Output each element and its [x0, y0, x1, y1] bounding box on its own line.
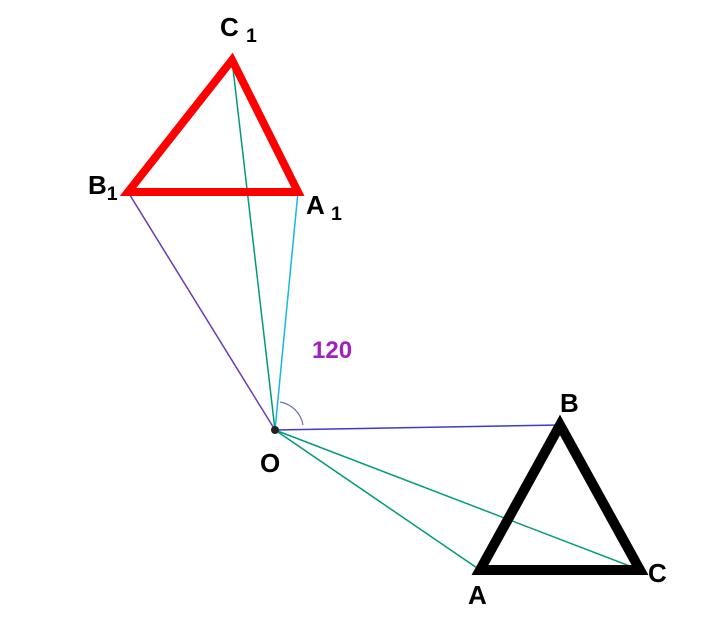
- angle-label: 120: [312, 337, 352, 364]
- label-A1: A 1: [306, 190, 342, 221]
- label-B: B: [560, 388, 579, 419]
- label-C1-text: C: [220, 12, 246, 42]
- label-C: C: [648, 558, 667, 589]
- ray-O-B1: [128, 192, 275, 430]
- label-C-text: C: [648, 558, 667, 588]
- ray-O-A1: [275, 192, 298, 430]
- ray-O-B: [275, 425, 560, 430]
- label-O-text: O: [260, 448, 280, 478]
- ray-O-C1: [232, 60, 275, 430]
- ray-O-A: [275, 430, 480, 570]
- label-C1-subscript: 1: [246, 25, 257, 47]
- label-B1-subscript: 1: [107, 183, 118, 205]
- triangle-A1B1C1: [128, 60, 298, 192]
- label-B1: B1: [88, 170, 118, 201]
- label-C1: C 1: [220, 12, 257, 43]
- label-O: O: [260, 448, 280, 479]
- label-B-text: B: [560, 388, 579, 418]
- triangle-ABC: [480, 425, 640, 570]
- label-A: A: [468, 580, 487, 611]
- label-B1-text: B: [88, 170, 107, 200]
- point-O-marker: [271, 426, 279, 434]
- geometry-diagram: 120: [0, 0, 712, 642]
- ray-O-C: [275, 430, 640, 570]
- label-A1-subscript: 1: [331, 203, 342, 225]
- label-A1-text: A: [306, 190, 331, 220]
- angle-arc: [280, 402, 303, 425]
- label-A-text: A: [468, 580, 487, 610]
